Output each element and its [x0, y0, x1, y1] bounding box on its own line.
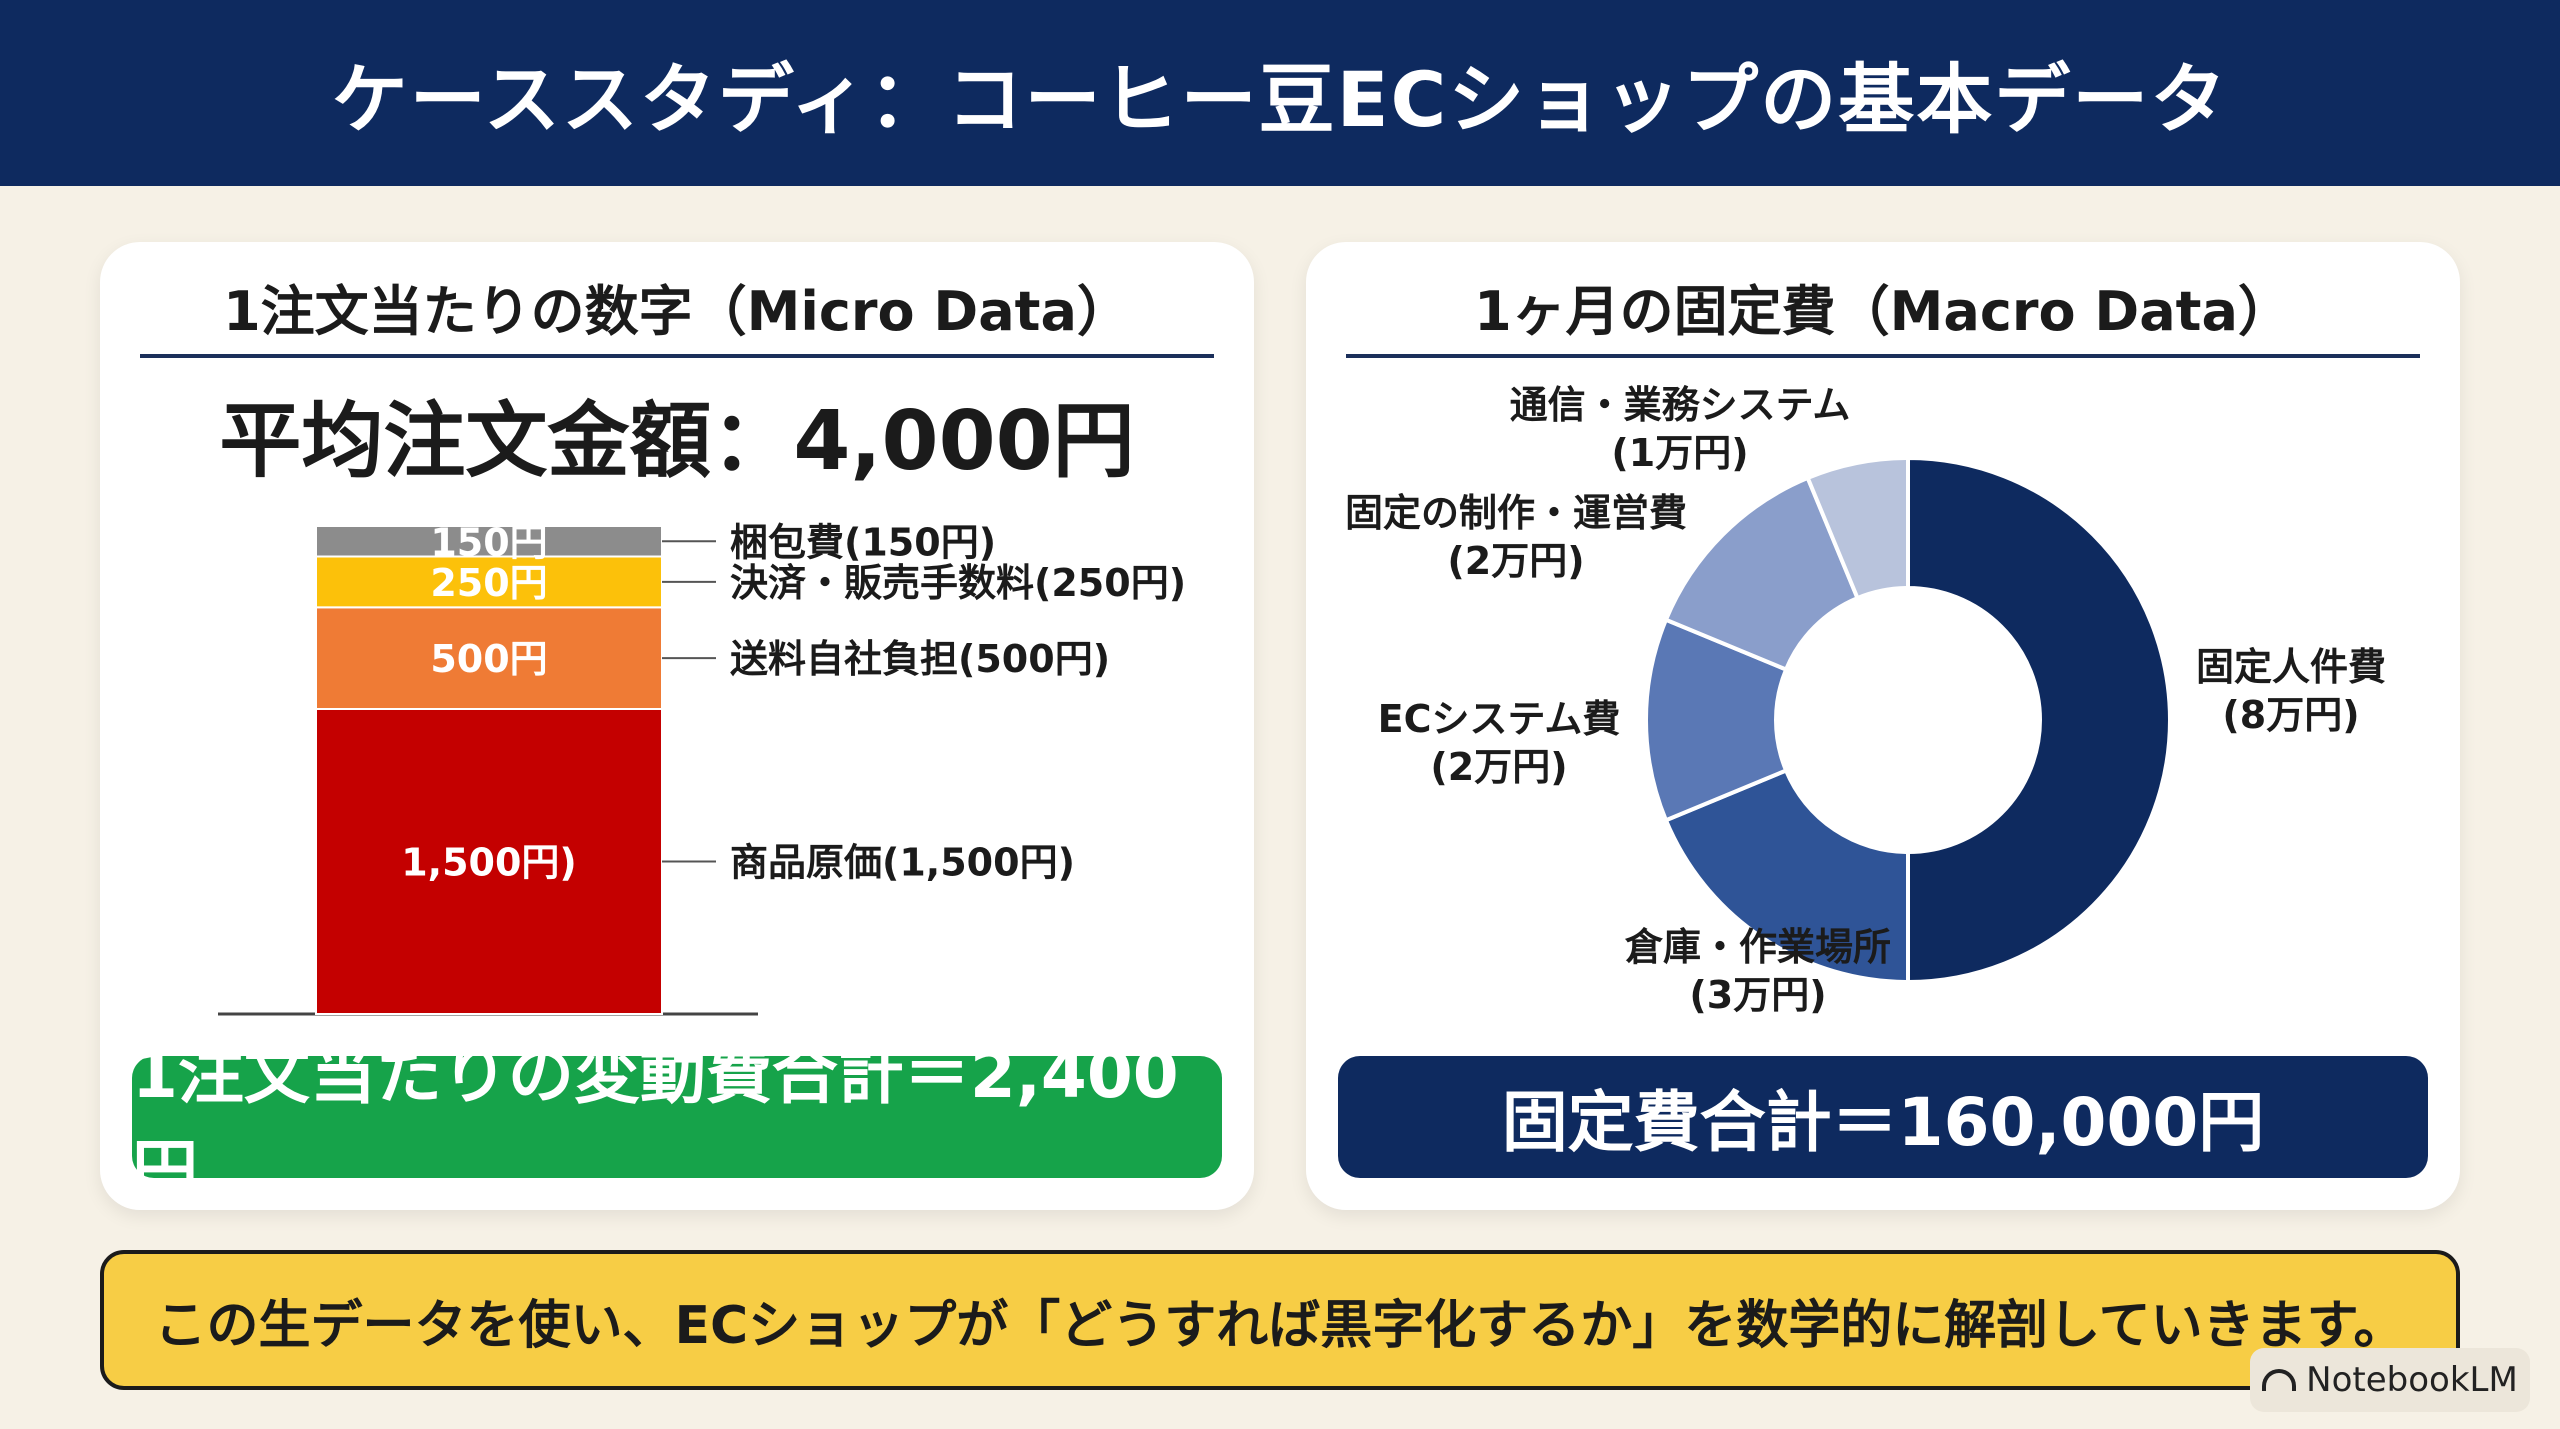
bar-legend-label: 梱包費(150円)	[730, 520, 996, 564]
donut-slice-name: 固定人件費	[2196, 645, 2386, 689]
notebooklm-logo-icon	[2262, 1369, 2297, 1391]
header-bar: ケーススタディ：コーヒー豆ECショップの基本データ	[0, 0, 2560, 186]
donut-slice	[1644, 617, 1789, 823]
bar-legend-label: 決済・販売手数料(250円)	[730, 561, 1186, 605]
donut-slice-name: 固定の制作・運営費	[1345, 491, 1687, 535]
donut-slice-name: ECシステム費	[1378, 697, 1621, 741]
donut-slice-amount: (3万円)	[1689, 973, 1826, 1017]
micro-title-divider	[140, 354, 1214, 358]
page-title: ケーススタディ：コーヒー豆ECショップの基本データ	[331, 55, 2229, 144]
macro-data-panel: 1ヶ月の固定費（Macro Data） 固定人件費 (8万円) 倉庫・作業場所 (3万…	[1306, 242, 2460, 1210]
donut-chart: 固定人件費(8万円)倉庫・作業場所(3万円)ECシステム費(2万円)固定の制作・…	[1345, 383, 2386, 1017]
micro-panel-title: 1注文当たりの数字（Micro Data）	[223, 280, 1131, 343]
bar-segment-label: 150円	[430, 520, 547, 564]
micro-data-panel: 1注文当たりの数字（Micro Data） 平均注文金額：4,000円 1,50…	[100, 242, 1254, 1210]
notebooklm-label: NotebookLM	[2306, 1360, 2518, 1400]
bar-segment-label: 250円	[430, 561, 547, 605]
donut-slice	[1906, 455, 2172, 985]
bar-segment	[315, 606, 663, 711]
conclusion-banner: この生データを使い、ECショップが「どうすれば黒字化するか」を数学的に解剖してい…	[100, 1250, 2460, 1390]
bar-legend-label: 商品原価(1,500円)	[730, 841, 1075, 885]
donut-slice	[1663, 475, 1861, 673]
macro-panel-title: 1ヶ月の固定費（Macro Data）	[1474, 280, 2292, 343]
macro-title-divider	[1346, 354, 2420, 358]
donut-slice-amount: (1万円)	[1611, 431, 1748, 475]
donut-slice	[1663, 767, 1910, 985]
variable-cost-total: 1注文当たりの変動費合計＝2,400円	[132, 1036, 1222, 1209]
fixed-cost-total: 固定費合計＝160,000円	[1338, 1056, 2428, 1178]
stacked-bar-chart: 1,500円) 商品原価(1,500円) 500円 送料自社負担(500円) 250円 決…	[218, 520, 1186, 1016]
donut-slice-name: 倉庫・作業場所	[1624, 925, 1891, 969]
donut-slice-amount: (2万円)	[1447, 539, 1584, 583]
donut-slice	[1805, 455, 1910, 601]
bar-legend-label: 送料自社負担(500円)	[730, 637, 1110, 681]
average-order-amount: 平均注文金額：4,000円	[219, 394, 1135, 489]
notebooklm-badge: NotebookLM	[2250, 1348, 2530, 1412]
bar-segment-label: 1,500円)	[401, 841, 577, 885]
donut-slice-amount: (2万円)	[1430, 745, 1567, 789]
donut-slice-name: 通信・業務システム	[1510, 383, 1851, 427]
donut-slice-amount: (8万円)	[2222, 693, 2359, 737]
bar-segment-label: 500円	[430, 637, 547, 681]
